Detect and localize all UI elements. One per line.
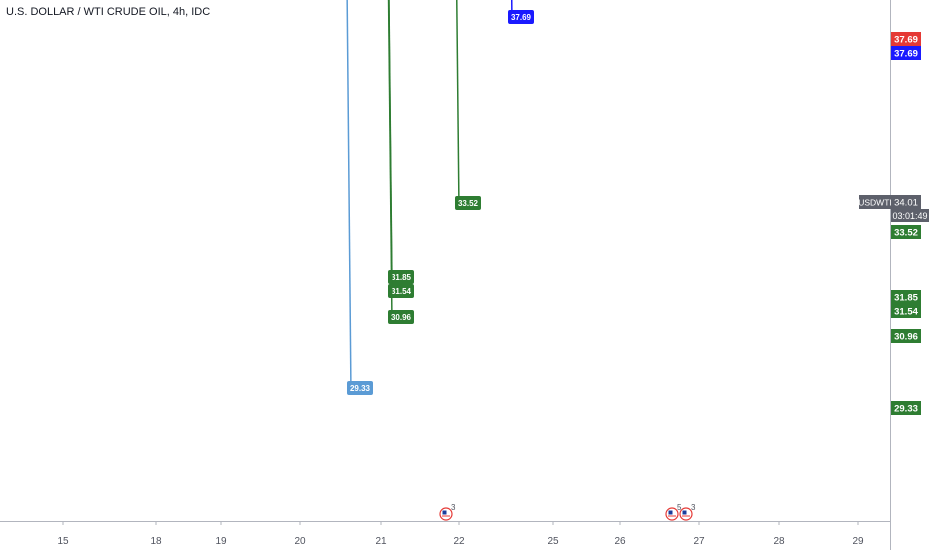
callout-box — [508, 10, 534, 24]
event-count: 5 — [677, 503, 682, 512]
current-price-tag-bg — [891, 195, 921, 209]
callout-box — [388, 284, 414, 298]
time-tick-label: 22 — [453, 536, 465, 547]
price-tag-green: 33.52 — [894, 228, 918, 239]
time-tick-label: 18 — [150, 536, 162, 547]
symbol-tag: USDWTI — [858, 198, 892, 208]
price-tag-green-bg — [891, 225, 921, 239]
time-tick-label: 15 — [57, 536, 69, 547]
price-tag-green: 30.96 — [894, 332, 918, 343]
time-tick-label: 25 — [547, 536, 559, 547]
callout-label: 30.96 — [391, 313, 412, 322]
time-tick-label: 27 — [693, 536, 705, 547]
price-tag-green-bg — [891, 290, 921, 304]
symbol-tag-bg — [859, 195, 891, 209]
time-tick-label: 26 — [614, 536, 626, 547]
price-tag-green: 31.54 — [894, 307, 918, 318]
callout-label: 31.54 — [391, 287, 412, 296]
callout-pointer — [456, 0, 460, 211]
callout-label: 33.52 — [458, 199, 479, 208]
price-tag-blue: 37.69 — [894, 49, 918, 60]
us-flag-icon-canton — [442, 510, 447, 515]
chart-title: U.S. DOLLAR / WTI CRUDE OIL, 4h, IDC — [6, 6, 211, 18]
callout-label: 37.69 — [511, 13, 532, 22]
time-tick-label: 20 — [294, 536, 306, 547]
event-count: 3 — [691, 503, 696, 512]
price-axis-bg — [890, 0, 932, 550]
price-tag-green-bg — [891, 329, 921, 343]
countdown-tag-bg — [891, 209, 929, 222]
current-price-tag: 34.01 — [894, 198, 918, 209]
time-tick-label: 21 — [375, 536, 387, 547]
callout-pointer — [346, 0, 352, 396]
callout-box — [388, 310, 414, 324]
event-count: 3 — [451, 503, 456, 512]
price-tag-red: 37.69 — [894, 35, 918, 46]
price-tag-green: 31.85 — [894, 293, 918, 304]
callout-box — [388, 270, 414, 284]
callout-box — [455, 196, 481, 210]
callout-box — [347, 381, 373, 395]
price-tag-green-bg — [891, 401, 921, 415]
price-tag-blue-bg — [891, 46, 921, 60]
us-flag-icon-canton — [682, 510, 687, 515]
countdown-tag: 03:01:49 — [892, 211, 927, 221]
callout-label: 31.85 — [391, 273, 412, 282]
callout-label: 29.33 — [350, 384, 371, 393]
price-tag-green-bg — [891, 304, 921, 318]
callout-pointer — [387, 0, 393, 325]
time-tick-label: 19 — [215, 536, 227, 547]
price-tag-red-bg — [891, 32, 921, 46]
time-tick-label: 28 — [773, 536, 785, 547]
price-tag-green: 29.33 — [894, 404, 918, 415]
time-tick-label: 29 — [852, 536, 864, 547]
us-flag-icon-canton — [668, 510, 673, 515]
